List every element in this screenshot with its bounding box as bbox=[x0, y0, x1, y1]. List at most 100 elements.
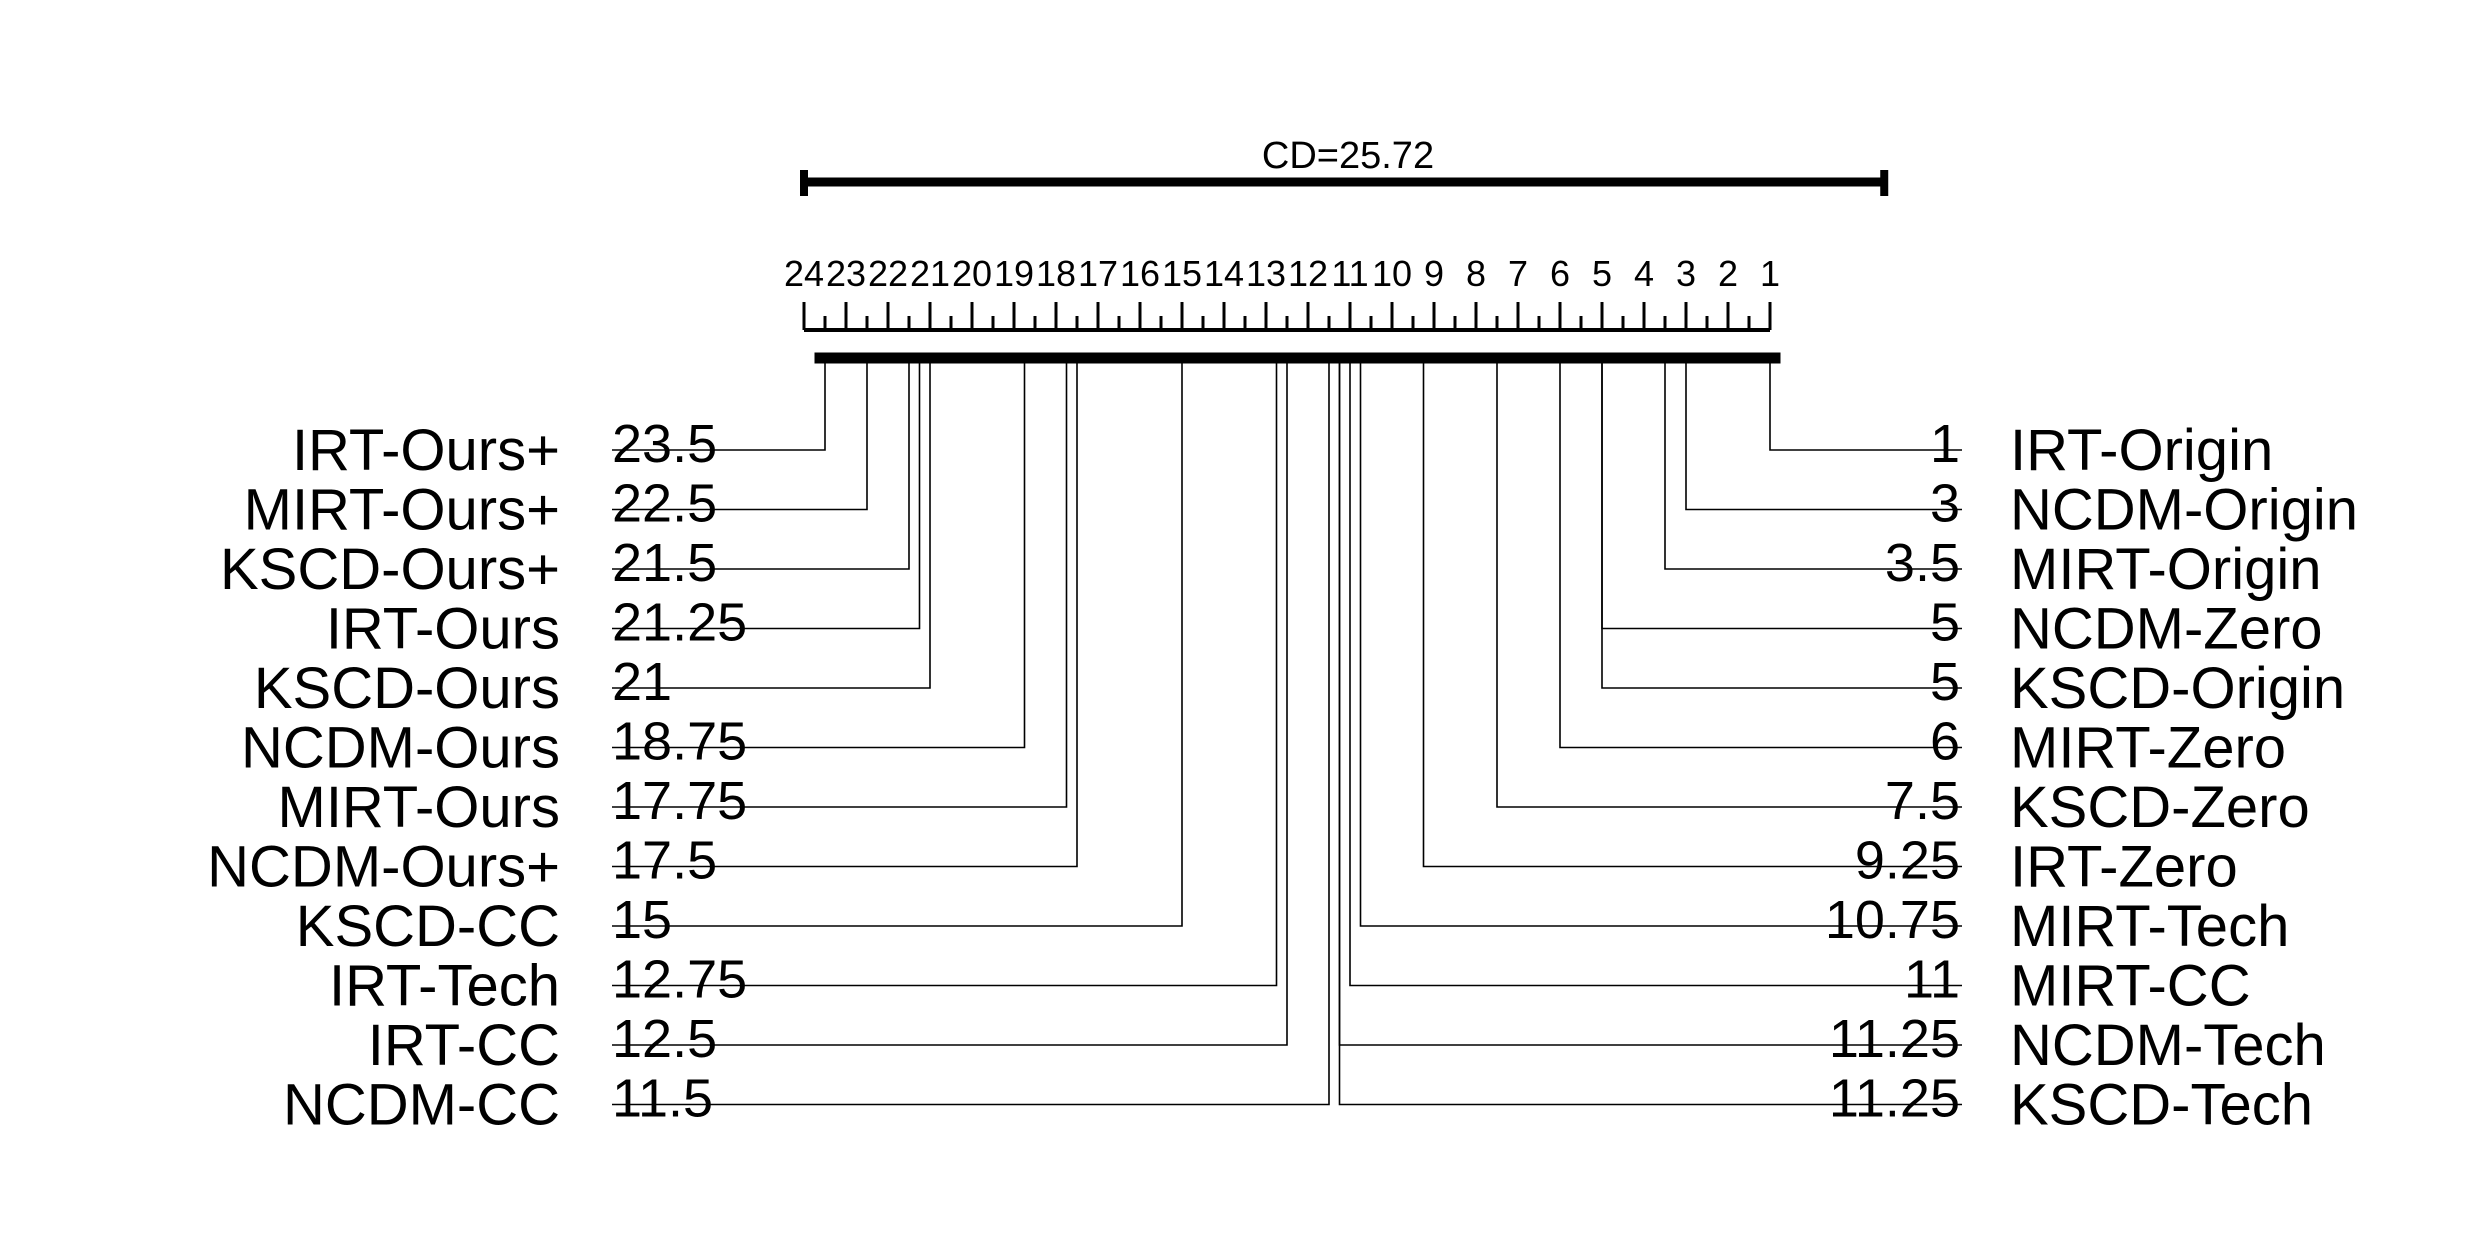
axis-tick-label: 15 bbox=[1162, 253, 1202, 294]
right-method-rank: 5 bbox=[1930, 593, 1960, 653]
right-method-name: IRT-Origin bbox=[2010, 418, 2273, 483]
left-method-connector bbox=[612, 358, 931, 689]
axis-tick-label: 10 bbox=[1372, 253, 1412, 294]
axis-tick-label: 12 bbox=[1288, 253, 1328, 294]
right-method-connector bbox=[1338, 358, 1962, 1106]
left-method-name: KSCD-CC bbox=[296, 894, 560, 959]
left-method-rank: 12.75 bbox=[612, 950, 747, 1010]
left-method-rank: 21.5 bbox=[612, 533, 717, 593]
right-method-name: MIRT-Tech bbox=[2010, 894, 2289, 959]
left-method-name: MIRT-Ours+ bbox=[244, 478, 560, 543]
axis-tick-label: 3 bbox=[1676, 253, 1696, 294]
left-method-rank: 17.75 bbox=[612, 771, 747, 831]
critical-difference-bar: CD=25.72 bbox=[800, 135, 1889, 196]
axis-tick-label: 21 bbox=[910, 253, 950, 294]
left-method-connector bbox=[612, 358, 826, 451]
axis-tick-label: 7 bbox=[1508, 253, 1528, 294]
right-method-name: KSCD-Zero bbox=[2010, 775, 2310, 840]
left-method-name: IRT-Ours bbox=[326, 597, 560, 662]
right-method-rank: 6 bbox=[1930, 712, 1960, 772]
axis-tick-label: 13 bbox=[1246, 253, 1286, 294]
axis-tick-label: 8 bbox=[1466, 253, 1486, 294]
axis-tick-label: 24 bbox=[784, 253, 824, 294]
left-method-rank: 17.5 bbox=[612, 831, 717, 891]
axis-tick-label: 20 bbox=[952, 253, 992, 294]
left-method-rank: 23.5 bbox=[612, 414, 717, 474]
left-method-name: NCDM-Ours bbox=[241, 716, 560, 781]
left-method-name: IRT-CC bbox=[368, 1013, 560, 1078]
right-method-name: KSCD-Origin bbox=[2010, 656, 2345, 721]
left-method-connector bbox=[612, 358, 1278, 987]
left-method-connector bbox=[612, 358, 1068, 808]
axis-tick-label: 17 bbox=[1078, 253, 1118, 294]
left-method-name: IRT-Tech bbox=[329, 954, 560, 1019]
right-method-rank: 5 bbox=[1930, 652, 1960, 712]
right-method-connector bbox=[1685, 358, 1962, 511]
left-method-connector bbox=[612, 358, 1288, 1046]
left-method-name: IRT-Ours+ bbox=[292, 418, 560, 483]
right-method-name: MIRT-CC bbox=[2010, 954, 2251, 1019]
axis-tick-label: 9 bbox=[1424, 253, 1444, 294]
left-method-connector bbox=[612, 358, 868, 511]
left-method-connector bbox=[612, 358, 921, 630]
right-method-rank: 3.5 bbox=[1885, 533, 1960, 593]
axis-tick-label: 19 bbox=[994, 253, 1034, 294]
axis-tick-label: 23 bbox=[826, 253, 866, 294]
right-method-connector bbox=[1496, 358, 1962, 808]
right-method-name: IRT-Zero bbox=[2010, 835, 2238, 900]
right-method-name: NCDM-Zero bbox=[2010, 597, 2323, 662]
left-method-name: KSCD-Ours+ bbox=[220, 537, 560, 602]
right-method-connector bbox=[1664, 358, 1962, 570]
rank-axis: 24 23 22 21 20 19 18 17 16 15 14 13 12 11 10 9 8 7 6 5 4 3 2 1 bbox=[784, 253, 1780, 332]
right-method-connector bbox=[1601, 358, 1962, 689]
axis-tick-label: 22 bbox=[868, 253, 908, 294]
left-method-rank: 22.5 bbox=[612, 474, 717, 534]
left-method-name: NCDM-CC bbox=[283, 1073, 560, 1138]
axis-tick-label: 18 bbox=[1036, 253, 1076, 294]
axis-tick-label: 6 bbox=[1550, 253, 1570, 294]
left-method-connector bbox=[612, 358, 1330, 1106]
right-method-name: NCDM-Origin bbox=[2010, 478, 2358, 543]
cd-label: CD=25.72 bbox=[1262, 135, 1434, 177]
axis-tick-label: 11 bbox=[1331, 253, 1368, 294]
left-method-rank: 21 bbox=[612, 652, 672, 712]
axis-tick-label: 1 bbox=[1760, 253, 1780, 294]
axis-tick-label: 2 bbox=[1718, 253, 1738, 294]
right-method-name: MIRT-Origin bbox=[2010, 537, 2322, 602]
right-method-name: MIRT-Zero bbox=[2010, 716, 2286, 781]
right-method-rank: 11 bbox=[1904, 950, 1960, 1010]
axis-tick-label: 5 bbox=[1592, 253, 1612, 294]
left-method-connector bbox=[612, 358, 910, 570]
right-method-rank: 3 bbox=[1930, 474, 1960, 534]
left-method-rank: 12.5 bbox=[612, 1009, 717, 1069]
right-method-rank: 1 bbox=[1930, 414, 1960, 474]
right-method-connector bbox=[1422, 358, 1962, 868]
right-method-rank: 11.25 bbox=[1829, 1069, 1960, 1129]
right-methods: 1 IRT-Origin 3 NCDM-Origin 3.5 MIRT-Origin 5 NC… bbox=[1338, 358, 2358, 1138]
axis-tick-label: 14 bbox=[1204, 253, 1244, 294]
axis-tick-label: 16 bbox=[1120, 253, 1160, 294]
left-method-name: MIRT-Ours bbox=[278, 775, 561, 840]
left-method-connector bbox=[612, 358, 1078, 868]
right-method-rank: 9.25 bbox=[1855, 831, 1960, 891]
right-method-rank: 7.5 bbox=[1885, 771, 1960, 831]
right-method-connector bbox=[1349, 358, 1962, 987]
left-method-rank: 11.5 bbox=[612, 1069, 713, 1129]
right-method-name: NCDM-Tech bbox=[2010, 1013, 2326, 1078]
right-method-name: KSCD-Tech bbox=[2010, 1073, 2313, 1138]
right-method-connector bbox=[1559, 358, 1962, 749]
right-method-connector bbox=[1769, 358, 1962, 451]
axis-tick-label: 4 bbox=[1634, 253, 1654, 294]
right-method-connector bbox=[1359, 358, 1962, 927]
right-method-rank: 11.25 bbox=[1829, 1009, 1960, 1069]
left-methods: IRT-Ours+ 23.5 MIRT-Ours+ 22.5 KSCD-Ours+ 21.… bbox=[207, 358, 1330, 1138]
left-method-rank: 18.75 bbox=[612, 712, 747, 772]
left-method-rank: 21.25 bbox=[612, 593, 747, 653]
left-method-rank: 15 bbox=[612, 890, 672, 950]
left-method-connector bbox=[612, 358, 1183, 927]
left-method-name: KSCD-Ours bbox=[254, 656, 560, 721]
left-method-connector bbox=[612, 358, 1026, 749]
right-method-rank: 10.75 bbox=[1825, 890, 1960, 950]
left-method-name: NCDM-Ours+ bbox=[207, 835, 560, 900]
